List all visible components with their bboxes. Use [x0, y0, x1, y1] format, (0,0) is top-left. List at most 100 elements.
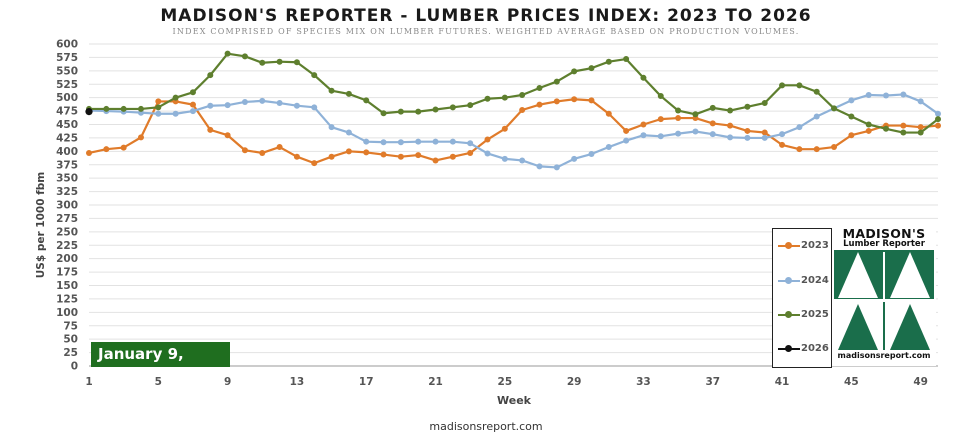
data-point-2023-week-33: [640, 121, 647, 128]
data-point-2025-week-20: [415, 108, 422, 115]
data-point-2023-week-30: [588, 97, 595, 104]
data-point-2023-week-12: [276, 144, 283, 151]
data-point-2025-week-30: [588, 65, 595, 72]
data-point-2023-week-7: [189, 101, 196, 108]
data-point-2025-week-35: [675, 107, 682, 114]
data-point-2023-week-48: [900, 122, 907, 129]
data-point-2025-week-23: [467, 102, 474, 109]
data-point-2023-week-11: [259, 149, 266, 156]
data-point-2025-week-15: [328, 87, 335, 94]
logo-trees-icon: [834, 250, 934, 352]
legend-swatch-marker: [785, 242, 792, 249]
data-point-2024-week-33: [640, 132, 647, 139]
data-point-2025-week-25: [501, 94, 508, 101]
x-tick-label: 13: [290, 376, 305, 388]
legend-swatch-marker: [785, 311, 792, 318]
y-tick-label: 125: [56, 293, 78, 305]
series-line-2023: [88, 98, 939, 165]
data-point-2024-week-47: [883, 92, 890, 99]
footer-url[interactable]: madisonsreport.com: [429, 420, 543, 433]
data-point-2024-week-29: [571, 155, 578, 162]
data-point-2025-week-18: [380, 110, 387, 117]
y-tick-label: 250: [56, 226, 78, 238]
data-point-2024-week-32: [623, 137, 630, 144]
data-point-2024-week-14: [311, 104, 318, 111]
data-point-2023-week-1: [86, 149, 92, 156]
data-point-2024-week-45: [848, 97, 855, 104]
data-point-2024-week-8: [207, 102, 214, 109]
data-point-2024-week-36: [692, 128, 699, 135]
data-point-2024-week-30: [588, 151, 595, 158]
y-tick-label: 275: [56, 213, 78, 225]
x-tick-label: 21: [428, 376, 443, 388]
logo-url: madisonsreport.com: [837, 351, 931, 360]
data-point-2025-week-48: [900, 129, 907, 136]
data-point-2025-week-4: [137, 105, 144, 112]
data-point-2024-week-5: [155, 110, 162, 117]
data-point-2023-week-9: [224, 132, 231, 139]
data-point-2023-week-38: [727, 122, 734, 129]
data-point-2025-week-27: [536, 85, 543, 92]
y-tick-label: 175: [56, 267, 78, 279]
data-point-2023-week-32: [623, 127, 630, 134]
data-point-2023-week-4: [137, 134, 144, 141]
data-point-2024-week-50: [935, 110, 941, 117]
legend-label: 2025: [801, 309, 829, 320]
x-tick-label: 25: [498, 376, 513, 388]
data-point-2024-week-6: [172, 110, 179, 117]
data-point-2023-week-18: [380, 151, 387, 158]
x-axis-label: Week: [497, 394, 532, 407]
series-2025: [86, 50, 941, 136]
data-point-2025-week-44: [831, 105, 838, 112]
data-point-2024-week-35: [675, 130, 682, 137]
data-point-2023-week-19: [397, 153, 404, 160]
data-point-2024-week-19: [397, 139, 404, 146]
data-point-2024-week-17: [363, 138, 370, 145]
data-point-2025-week-21: [432, 106, 439, 113]
data-point-2023-week-42: [796, 146, 803, 153]
data-point-2023-week-45: [848, 132, 855, 139]
data-point-2024-week-48: [900, 91, 907, 98]
y-tick-label: 450: [56, 119, 78, 131]
data-point-2025-week-26: [519, 91, 526, 98]
data-point-2024-week-13: [293, 102, 300, 109]
y-tick-label: 50: [63, 334, 78, 346]
data-point-2025-week-9: [224, 50, 231, 57]
y-tick-label: 225: [56, 240, 78, 252]
y-axis-label: US$ per 1000 fbm: [35, 172, 47, 278]
logo-subtitle: Lumber Reporter: [843, 239, 925, 249]
data-point-2024-week-40: [761, 134, 768, 141]
y-tick-label: 150: [56, 280, 78, 292]
data-point-2025-week-47: [883, 125, 890, 132]
data-point-2024-week-46: [865, 91, 872, 98]
data-point-2026-week-1: [85, 108, 93, 116]
data-point-2023-week-21: [432, 157, 439, 164]
data-point-2024-week-18: [380, 139, 387, 146]
chart-title: MADISON'S REPORTER - LUMBER PRICES INDEX…: [160, 6, 812, 26]
y-tick-label: 325: [56, 186, 78, 198]
madisons-logo: MADISON'S Lumber Reporter madisonsreport…: [832, 226, 936, 366]
data-point-2023-week-46: [865, 127, 872, 134]
data-point-2023-week-17: [363, 149, 370, 156]
data-point-2023-week-41: [779, 141, 786, 148]
legend-label: 2023: [801, 240, 829, 251]
data-point-2023-week-13: [293, 153, 300, 160]
data-point-2025-week-31: [605, 58, 612, 65]
date-badge: January 9, 2026: [91, 342, 230, 388]
data-point-2025-week-28: [553, 78, 560, 85]
data-point-2025-week-17: [363, 97, 370, 104]
data-point-2023-week-34: [657, 116, 664, 123]
data-point-2024-week-25: [501, 155, 508, 162]
data-point-2025-week-37: [709, 104, 716, 111]
data-point-2025-week-46: [865, 121, 872, 128]
logo-title: MADISON'S: [842, 226, 926, 241]
data-point-2024-week-38: [727, 134, 734, 141]
data-point-2025-week-7: [189, 89, 196, 96]
data-point-2024-week-23: [467, 140, 474, 147]
data-point-2024-week-12: [276, 100, 283, 107]
data-point-2023-week-31: [605, 110, 612, 117]
data-point-2023-week-40: [761, 129, 768, 136]
data-point-2025-week-24: [484, 95, 491, 102]
data-point-2024-week-34: [657, 133, 664, 140]
legend-swatch-marker: [785, 277, 792, 284]
